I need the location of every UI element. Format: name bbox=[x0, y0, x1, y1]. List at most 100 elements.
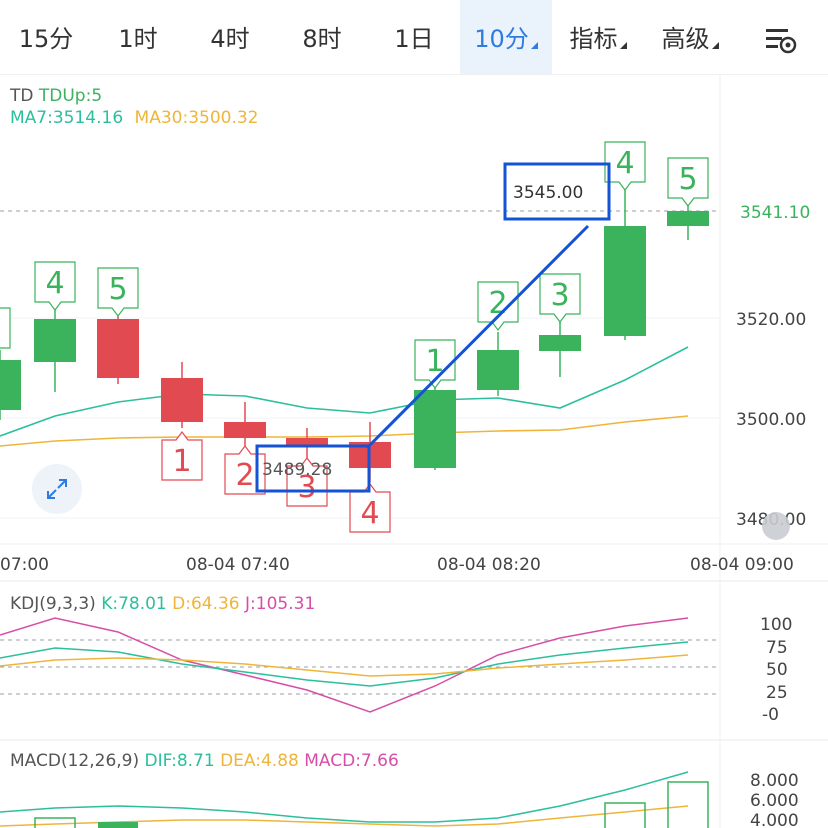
td-marker-frame bbox=[414, 339, 456, 389]
td-count-label: 4 bbox=[45, 266, 64, 301]
candle-body bbox=[414, 390, 456, 468]
ma-legend: MA7:3514.16 MA30:3500.32 bbox=[10, 108, 259, 128]
crosshair-handle-icon[interactable] bbox=[762, 512, 790, 540]
kdj-legend: KDJ(9,3,3) K:78.01 D:64.36 J:105.31 bbox=[10, 594, 315, 614]
td-count-label: 3 bbox=[297, 470, 316, 505]
kdj-d-line bbox=[0, 654, 689, 677]
td-count-label: 4 bbox=[615, 146, 634, 181]
tab-label: 4时 bbox=[210, 25, 250, 53]
td-count-marker bbox=[0, 307, 11, 349]
macd-legend-dif: DIF:8.71 bbox=[144, 751, 215, 771]
td-count-label: 3 bbox=[550, 278, 569, 313]
macd-histogram-bar bbox=[34, 817, 76, 828]
x-axis-label: 07:00 bbox=[0, 555, 49, 575]
tab-label: 指标 bbox=[569, 25, 618, 53]
td-count-marker: 5 bbox=[667, 157, 709, 207]
macd-legend-dea: DEA:4.88 bbox=[220, 751, 299, 771]
candles-layer bbox=[0, 190, 709, 482]
td-count-marker: 3 bbox=[539, 273, 581, 323]
candle-body bbox=[604, 226, 646, 336]
expand-icon[interactable] bbox=[32, 464, 82, 514]
dropdown-caret-icon bbox=[530, 42, 538, 49]
macd-histogram-bar bbox=[667, 781, 709, 828]
td-count-label: 1 bbox=[172, 444, 191, 479]
macd-axis-label: 6.000 bbox=[750, 791, 799, 811]
kdj-legend-d: D:64.36 bbox=[172, 594, 240, 614]
macd-histogram-bar bbox=[98, 822, 138, 828]
td-legend-value: TDUp:5 bbox=[38, 86, 103, 106]
tab-label: 高级 bbox=[661, 25, 710, 53]
candle-body bbox=[34, 319, 76, 362]
tab-1hour[interactable]: 1时 bbox=[92, 0, 184, 74]
td-count-marker: 3 bbox=[286, 457, 328, 507]
kdj-legend-name: KDJ(9,3,3) bbox=[10, 594, 96, 614]
tab-10min[interactable]: 10分 bbox=[460, 0, 552, 74]
candle-body bbox=[97, 319, 139, 378]
td-legend-name: TD bbox=[10, 86, 34, 106]
kdj-axis-label: 100 bbox=[760, 615, 792, 635]
td-count-label: 1 bbox=[425, 344, 444, 379]
candle-body bbox=[286, 438, 328, 445]
ma7-legend: MA7:3514.16 bbox=[10, 108, 124, 128]
td-count-marker: 4 bbox=[34, 261, 76, 311]
tab-4hour[interactable]: 4时 bbox=[184, 0, 276, 74]
trend-connector-line bbox=[365, 224, 590, 450]
kdj-j-line bbox=[0, 617, 689, 713]
td-legend: TD TDUp:5 bbox=[10, 86, 102, 106]
kdj-k-line bbox=[0, 641, 689, 687]
td-marker-frame bbox=[539, 273, 581, 323]
tab-indicators[interactable]: 指标 bbox=[552, 0, 644, 74]
macd-histogram-bar bbox=[604, 802, 646, 828]
x-axis-label: 08-04 09:00 bbox=[690, 555, 794, 575]
high-price-label: 3545.00 bbox=[513, 183, 583, 203]
candle-body bbox=[667, 211, 709, 226]
macd-axis-label: 8.000 bbox=[750, 771, 799, 791]
tab-advanced[interactable]: 高级 bbox=[644, 0, 736, 74]
td-count-marker: 4 bbox=[349, 483, 391, 533]
td-count-marker: 5 bbox=[97, 267, 139, 317]
td-count-marker: 2 bbox=[224, 445, 266, 495]
td-count-marker: 1 bbox=[161, 431, 203, 481]
tab-1day[interactable]: 1日 bbox=[368, 0, 460, 74]
td-count-label: 5 bbox=[108, 272, 127, 307]
td-count-label: 5 bbox=[678, 162, 697, 197]
td-marker-frame bbox=[0, 307, 11, 349]
td-marker-frame bbox=[667, 157, 709, 207]
candle-body bbox=[0, 360, 21, 410]
tab-label: 1时 bbox=[118, 25, 158, 53]
macd-axis-label: 4.000 bbox=[750, 811, 799, 828]
high-highlight-box bbox=[503, 162, 611, 221]
tab-15min[interactable]: 15分 bbox=[0, 0, 92, 74]
chart-settings-icon[interactable] bbox=[760, 20, 802, 58]
y-axis-label: 3500.00 bbox=[736, 410, 806, 430]
macd-legend-macd: MACD:7.66 bbox=[304, 751, 399, 771]
ma30-legend: MA30:3500.32 bbox=[134, 108, 259, 128]
td-count-marker: 1 bbox=[414, 339, 456, 389]
td-count-marker: 2 bbox=[477, 281, 519, 331]
kdj-axis-label: -0 bbox=[762, 705, 779, 725]
macd-legend-name: MACD(12,26,9) bbox=[10, 751, 140, 771]
x-axis-label: 08-04 07:40 bbox=[186, 555, 290, 575]
td-marker-frame bbox=[97, 267, 139, 317]
tab-label: 8时 bbox=[302, 25, 342, 53]
td-up-labels: 4 5 12 3 4 5 bbox=[0, 141, 709, 389]
timeframe-tabbar: 15分 1时 4时 8时 1日 10分 指标 高级 bbox=[0, 0, 828, 75]
ma30-line bbox=[0, 415, 689, 447]
low-price-label: 3489.28 bbox=[262, 460, 332, 480]
low-highlight-box bbox=[255, 444, 371, 493]
y-axis-label: 3520.00 bbox=[736, 310, 806, 330]
current-price-tag: 3541.10 bbox=[740, 203, 810, 223]
tab-8hour[interactable]: 8时 bbox=[276, 0, 368, 74]
ma7-line bbox=[0, 346, 689, 437]
td-count-label: 2 bbox=[235, 458, 254, 493]
td-marker-frame bbox=[604, 141, 646, 191]
dropdown-caret-icon bbox=[711, 42, 719, 49]
kdj-axis-label: 25 bbox=[766, 683, 788, 703]
tab-label: 15分 bbox=[18, 25, 74, 53]
x-axis-label: 08-04 08:20 bbox=[437, 555, 541, 575]
tab-label: 1日 bbox=[394, 25, 434, 53]
kdj-axis-label: 50 bbox=[766, 660, 788, 680]
candle-body bbox=[161, 378, 203, 422]
kdj-legend-j: J:105.31 bbox=[245, 594, 316, 614]
